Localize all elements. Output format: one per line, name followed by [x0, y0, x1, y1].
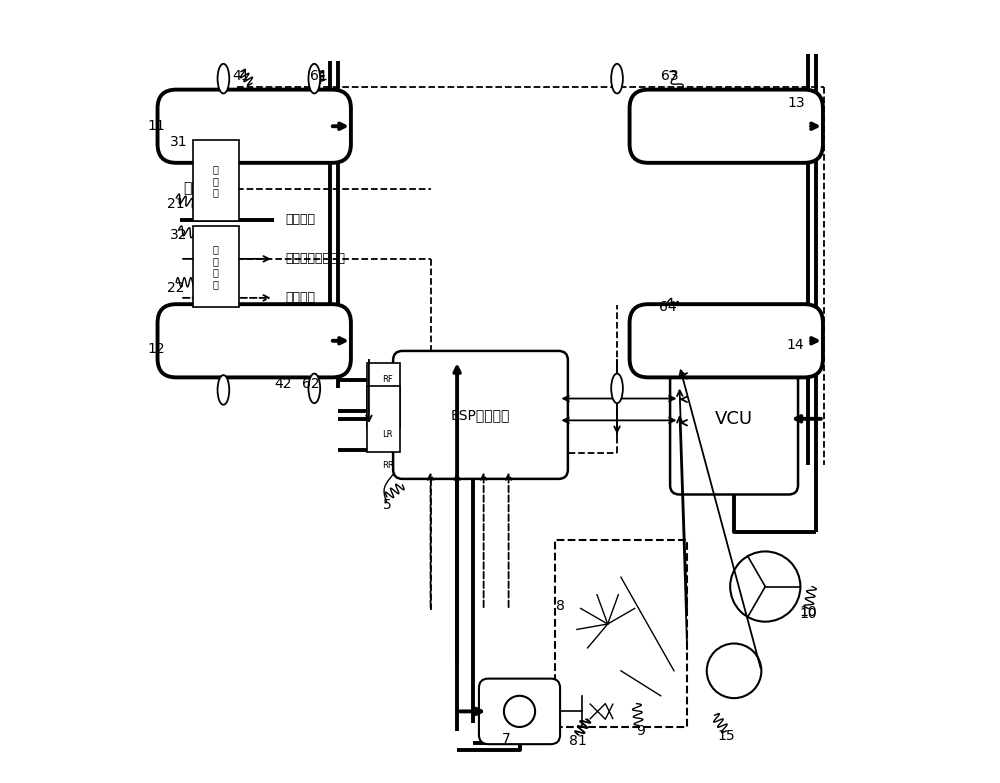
Text: 蓄
能
器: 蓄 能 器	[213, 164, 219, 197]
Text: 8: 8	[556, 599, 565, 613]
Ellipse shape	[308, 373, 320, 403]
Text: 21: 21	[167, 197, 185, 211]
FancyBboxPatch shape	[670, 343, 798, 495]
FancyBboxPatch shape	[158, 304, 351, 377]
Text: 32: 32	[170, 229, 187, 243]
Text: 12: 12	[148, 341, 166, 355]
Text: LF: LF	[383, 406, 392, 416]
Text: 稳
压
装
置: 稳 压 装 置	[213, 244, 219, 289]
Text: LR: LR	[382, 430, 393, 439]
Text: CAN网络: CAN网络	[285, 330, 327, 344]
FancyBboxPatch shape	[393, 351, 568, 479]
Text: VCU: VCU	[715, 410, 753, 428]
FancyBboxPatch shape	[367, 363, 400, 428]
Text: 61: 61	[310, 68, 328, 82]
Ellipse shape	[218, 63, 229, 93]
Text: 22: 22	[167, 281, 185, 294]
Ellipse shape	[308, 63, 320, 93]
Text: 11: 11	[148, 119, 166, 133]
Text: 控制信号: 控制信号	[285, 291, 315, 305]
Text: RR: RR	[382, 461, 394, 470]
FancyBboxPatch shape	[479, 679, 560, 744]
Ellipse shape	[611, 63, 623, 93]
Text: 10: 10	[799, 604, 817, 619]
Text: 81: 81	[569, 734, 587, 748]
Text: 5: 5	[382, 498, 391, 511]
Text: 64: 64	[659, 300, 677, 314]
Text: 14: 14	[786, 337, 804, 352]
FancyBboxPatch shape	[367, 386, 400, 452]
Text: 62: 62	[302, 377, 320, 391]
Text: RF: RF	[382, 375, 393, 384]
FancyBboxPatch shape	[158, 89, 351, 163]
FancyBboxPatch shape	[193, 140, 239, 222]
Ellipse shape	[611, 373, 623, 403]
Text: 图列: 图列	[183, 182, 200, 196]
Text: 41: 41	[232, 68, 250, 82]
Text: 10: 10	[799, 607, 817, 621]
Text: 63: 63	[661, 68, 679, 82]
Ellipse shape	[218, 375, 229, 405]
Text: ESP控制单元: ESP控制单元	[451, 408, 510, 422]
Text: 7: 7	[502, 731, 511, 745]
Text: 31: 31	[170, 135, 187, 149]
FancyBboxPatch shape	[193, 226, 239, 307]
Text: 9: 9	[636, 724, 645, 738]
Text: 传感器、开关信号: 传感器、开关信号	[285, 252, 345, 265]
Text: 13: 13	[788, 96, 805, 110]
FancyBboxPatch shape	[630, 304, 823, 377]
FancyBboxPatch shape	[630, 89, 823, 163]
Text: 42: 42	[274, 377, 292, 391]
Text: 液压管路: 液压管路	[285, 213, 315, 226]
Text: 15: 15	[717, 729, 735, 743]
